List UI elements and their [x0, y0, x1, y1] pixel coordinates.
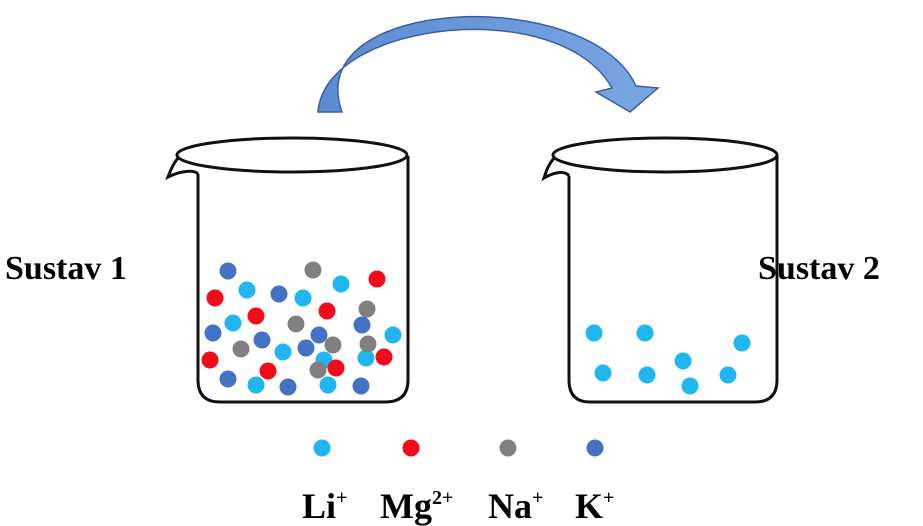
li-ion	[636, 324, 654, 342]
k-ion	[352, 377, 370, 395]
ions-right	[585, 324, 751, 395]
li-ion	[384, 326, 402, 344]
system-2-label: Sustav 2	[758, 250, 880, 287]
li-ion	[274, 343, 292, 361]
system-1-label: Sustav 1	[5, 250, 127, 287]
li-ion	[297, 339, 315, 357]
na-ion	[358, 300, 376, 318]
li-ion	[585, 324, 603, 342]
legend-swatch-mg	[402, 439, 420, 457]
li-ion	[319, 376, 337, 394]
mg-ion	[247, 307, 265, 325]
k-ion	[253, 331, 271, 349]
li-ion	[719, 366, 737, 384]
na-ion	[232, 340, 250, 358]
legend-swatches	[313, 439, 604, 457]
transfer-arrow	[317, 16, 660, 113]
k-ion	[204, 324, 222, 342]
k-ion	[219, 370, 237, 388]
k-ion	[310, 326, 328, 344]
na-ion	[309, 361, 327, 379]
beaker-right	[541, 136, 779, 404]
legend-label-na: Na+	[488, 486, 544, 526]
k-ion	[353, 316, 371, 334]
legend-swatch-li	[313, 439, 331, 457]
li-ion	[332, 275, 350, 293]
mg-ion	[318, 302, 336, 320]
li-ion	[674, 352, 692, 370]
li-ion	[238, 281, 256, 299]
k-ion	[270, 285, 288, 303]
li-ion	[638, 366, 656, 384]
na-ion	[359, 335, 377, 353]
mg-ion	[327, 359, 345, 377]
li-ion	[681, 377, 699, 395]
mg-ion	[375, 348, 393, 366]
li-ion	[357, 349, 375, 367]
na-ion	[324, 336, 342, 354]
k-ion	[219, 262, 237, 280]
li-ion	[733, 334, 751, 352]
mg-ion	[368, 270, 386, 288]
mg-ion	[201, 351, 219, 369]
legend-swatch-na	[499, 439, 517, 457]
mg-ion	[259, 362, 277, 380]
beaker-left	[165, 136, 410, 404]
mg-ion	[206, 289, 224, 307]
na-ion	[304, 261, 322, 279]
na-ion	[287, 315, 305, 333]
legend-label-k: K+	[575, 486, 615, 526]
k-ion	[279, 378, 297, 396]
legend-swatch-k	[586, 439, 604, 457]
li-ion	[594, 364, 612, 382]
li-ion	[224, 314, 242, 332]
li-ion	[247, 376, 265, 394]
legend-label-li: Li+	[302, 486, 348, 526]
legend: Li+ Mg2+ Na+ K+	[300, 478, 680, 526]
legend-label-mg: Mg2+	[380, 486, 454, 526]
li-ion	[294, 289, 312, 307]
ions-left	[201, 261, 402, 396]
